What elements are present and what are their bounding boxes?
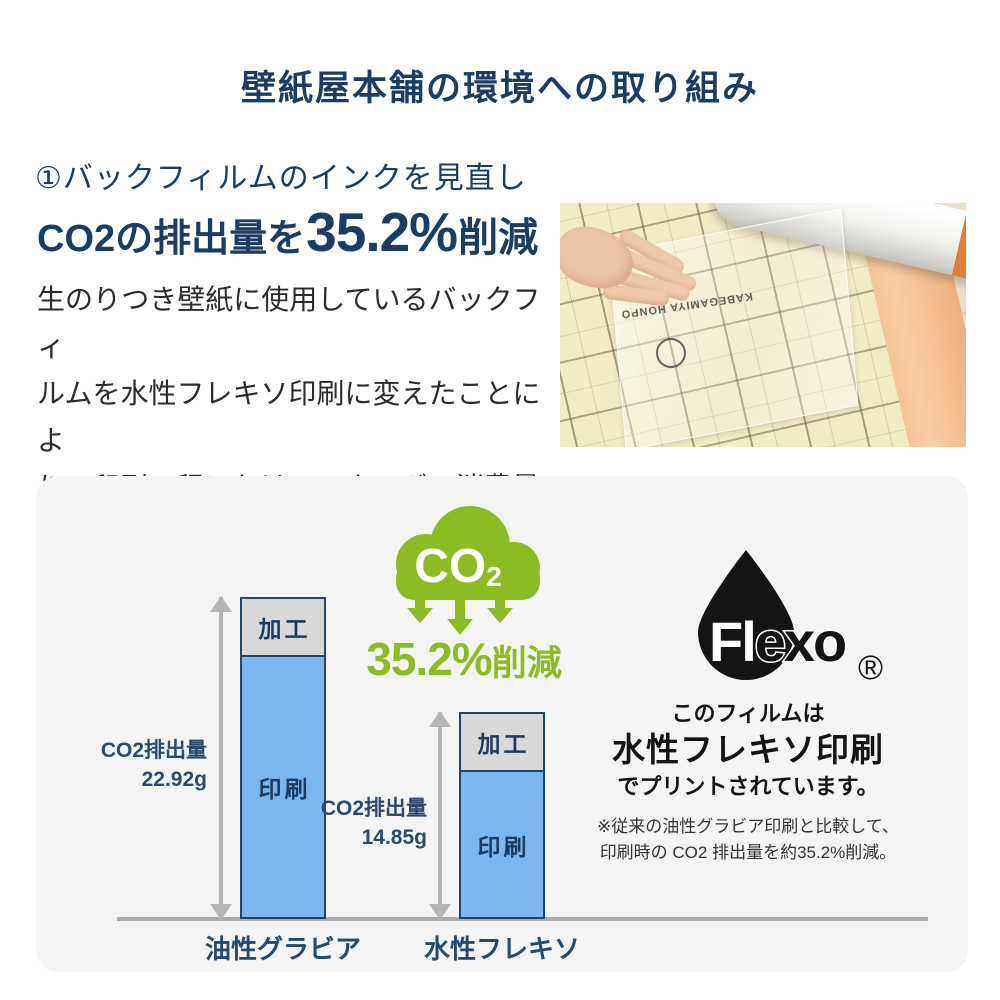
co2-headline-prefix: CO2の排出量を [37, 218, 306, 260]
right-measure-arrow [438, 712, 442, 919]
reduction-suffix: 削減 [491, 644, 562, 683]
flexo-description: このフィルムは 水性フレキソ印刷 でプリントされています。 ※従来の油性グラビア… [548, 700, 948, 866]
left-total-label: CO2排出量 22.92g [57, 736, 207, 794]
right-total-label: CO2排出量 14.85g [277, 794, 427, 852]
left-measure-arrow [219, 597, 223, 919]
flexo-line2: 水性フレキソ印刷 [612, 731, 884, 768]
reduction-percent: 35.2% [366, 633, 492, 685]
flexo-note-line1: ※従来の油性グラビア印刷と比較して、 [597, 817, 899, 836]
chart-baseline [117, 917, 928, 921]
water-drop-icon [698, 550, 794, 680]
segment-printing: 印刷 [240, 657, 326, 919]
flexo-logo: Flexo ® [698, 550, 883, 687]
product-photo: KABEGAMIYA HONPO [560, 203, 966, 447]
flexo-line1: このフィルムは [671, 701, 825, 726]
flexo-note-line2: 印刷時の CO2 排出量を約35.2%削減。 [599, 843, 897, 862]
page-title: 壁紙屋本舗の環境への取り組み [240, 69, 759, 108]
co2-cloud-icon: CO2 [396, 506, 540, 635]
co2-headline-suffix: 削減 [458, 216, 539, 260]
segment-printing: 印刷 [459, 772, 545, 919]
right-total-text: CO2排出量 [320, 797, 427, 820]
bar-water-flexo: 加工 印刷 [459, 712, 545, 919]
category-water-flexo: 水性フレキソ [423, 934, 580, 964]
flexo-line3: でプリントされています。 [617, 774, 879, 799]
segment-processing: 加工 [459, 712, 545, 772]
registered-mark: ® [858, 649, 883, 687]
left-total-text: CO2排出量 [100, 739, 207, 762]
category-oil-gravure: 油性グラビア [204, 934, 361, 964]
flexo-note: ※従来の油性グラビア印刷と比較して、 印刷時の CO2 排出量を約35.2%削減… [548, 814, 948, 866]
co2-headline-percent: 35.2% [306, 201, 458, 263]
segment-processing: 加工 [240, 597, 326, 657]
bar-oil-gravure: 加工 印刷 [240, 597, 326, 919]
step-heading: ①バックフィルムのインクを見直し [35, 162, 527, 195]
right-total-value: 14.85g [361, 826, 427, 849]
roll-orange-band [951, 210, 966, 281]
reduction-label: 35.2%削減 [336, 632, 592, 686]
left-total-value: 22.92g [141, 768, 207, 791]
co2-cloud-text: CO2 [414, 540, 502, 593]
co2-headline: CO2の排出量を 35.2% 削減 [37, 200, 538, 264]
flexo-wordmark: Flexo [709, 610, 846, 673]
comparison-card: CO2排出量 22.92g 加工 印刷 CO2排出量 14.85g 加工 印刷 … [36, 476, 968, 972]
